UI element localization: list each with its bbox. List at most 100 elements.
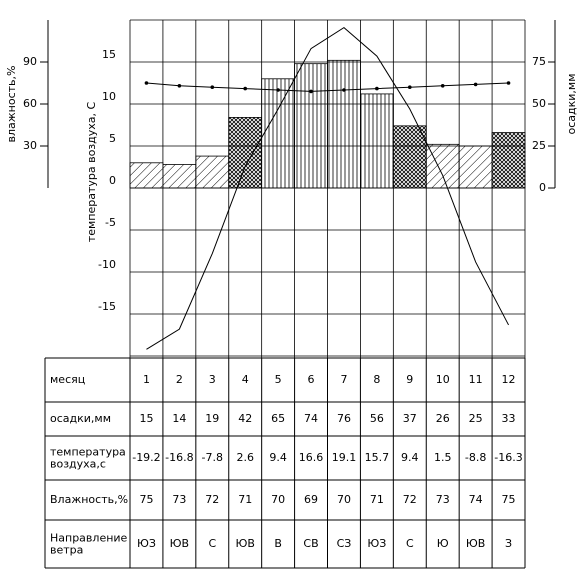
series-line [146, 82, 509, 92]
y-tick-label: -10 [98, 258, 116, 271]
precipitation-bar [228, 117, 263, 189]
y3-tick-label: 90 [23, 55, 37, 68]
wind-direction: СВ [303, 537, 318, 550]
month-label: 6 [308, 373, 315, 386]
humidity-point [276, 88, 280, 92]
y2-tick-label: 0 [539, 181, 546, 194]
table-value: 1.5 [434, 451, 452, 464]
y2-tick-label: 25 [532, 139, 546, 152]
month-label: 5 [275, 373, 282, 386]
precipitation-bar [425, 143, 460, 189]
wind-direction: ЮЗ [137, 537, 156, 550]
precipitation-bar [162, 164, 197, 189]
humidity-point [375, 86, 379, 91]
series-line [146, 26, 509, 350]
month-label: 2 [176, 373, 183, 386]
table-value: -16.3 [494, 451, 522, 464]
table-value: 69 [304, 493, 318, 506]
table-value: 25 [469, 412, 483, 425]
precipitation-bar [129, 162, 164, 189]
wind-direction: СЗ [337, 537, 352, 550]
precipitation-bar [327, 59, 361, 189]
humidity-point [506, 81, 511, 85]
table-value: 19 [205, 412, 219, 425]
y-tick-label: 5 [109, 132, 116, 145]
y2-tick-label: 50 [532, 97, 546, 110]
humidity-point [342, 88, 346, 92]
month-label: 9 [406, 373, 413, 386]
temperature-axis-label: температура воздуха, С [85, 101, 98, 242]
table-value: 56 [370, 412, 384, 425]
precipitation-bar [491, 132, 526, 189]
y3-tick-label: 30 [23, 139, 37, 152]
table-value: 72 [403, 493, 417, 506]
row-label: осадки,мм [50, 412, 111, 425]
table-value: 76 [337, 412, 351, 425]
wind-direction: ЮВ [170, 537, 189, 550]
wind-direction: Ю [437, 537, 449, 550]
precipitation-bar [261, 78, 295, 189]
wind-direction: З [505, 537, 512, 550]
y3-tick-label: 60 [23, 97, 37, 110]
humidity-point [177, 84, 182, 88]
y2-tick-label: 75 [532, 55, 546, 68]
table-value: 74 [469, 493, 483, 506]
table-value: 71 [370, 493, 384, 506]
table-value: 75 [502, 493, 516, 506]
precipitation-bar [195, 155, 230, 189]
precipitation-bar [360, 93, 394, 189]
y-tick-label: 0 [109, 174, 116, 187]
wind-direction: ЮЗ [367, 537, 386, 550]
table-value: 70 [337, 493, 351, 506]
month-label: 8 [373, 373, 380, 386]
row-label: месяц [50, 373, 85, 386]
month-label: 7 [340, 373, 347, 386]
table-value: 72 [205, 493, 219, 506]
month-label: 1 [143, 373, 150, 386]
table-value: 33 [502, 412, 516, 425]
precipitation-axis-label: осадки,мм [565, 73, 578, 134]
table-value: 2.6 [236, 451, 254, 464]
wind-direction: В [274, 537, 282, 550]
humidity-point [407, 85, 412, 89]
table-value: -7.8 [202, 451, 223, 464]
table-value: -16.8 [165, 451, 193, 464]
y-tick-label: -5 [105, 216, 116, 229]
table-value: 14 [172, 412, 186, 425]
table-value: 42 [238, 412, 252, 425]
month-label: 4 [242, 373, 249, 386]
table-value: 15.7 [365, 451, 390, 464]
table-value: 9.4 [401, 451, 419, 464]
table-value: 37 [403, 412, 417, 425]
wind-direction: ЮВ [466, 537, 485, 550]
y-tick-label: 10 [102, 90, 116, 103]
month-label: 3 [209, 373, 216, 386]
y-tick-label: -15 [98, 300, 116, 313]
table-value: 19.1 [332, 451, 357, 464]
humidity-axis-label: влажность,% [5, 66, 18, 143]
month-label: 11 [469, 373, 483, 386]
wind-direction: ЮВ [235, 537, 254, 550]
table-value: 16.6 [299, 451, 324, 464]
wind-direction: С [208, 537, 216, 550]
row-label: Влажность,% [50, 493, 128, 506]
humidity-point [144, 81, 149, 85]
row-label: Направление ветра [50, 532, 128, 557]
precipitation-bar [294, 63, 328, 189]
table-value: 75 [139, 493, 153, 506]
precipitation-bar [392, 125, 427, 189]
table-value: 71 [238, 493, 252, 506]
table-value: 9.4 [269, 451, 287, 464]
wind-direction: С [406, 537, 414, 550]
table-value: 73 [172, 493, 186, 506]
table-value: 74 [304, 412, 318, 425]
table-value: 65 [271, 412, 285, 425]
month-label: 10 [436, 373, 450, 386]
row-label: температура воздуха,с [50, 446, 126, 471]
table-value: 26 [436, 412, 450, 425]
precipitation-bar [458, 145, 493, 189]
month-label: 12 [502, 373, 516, 386]
y-tick-label: 15 [102, 48, 116, 61]
table-value: -8.8 [465, 451, 486, 464]
